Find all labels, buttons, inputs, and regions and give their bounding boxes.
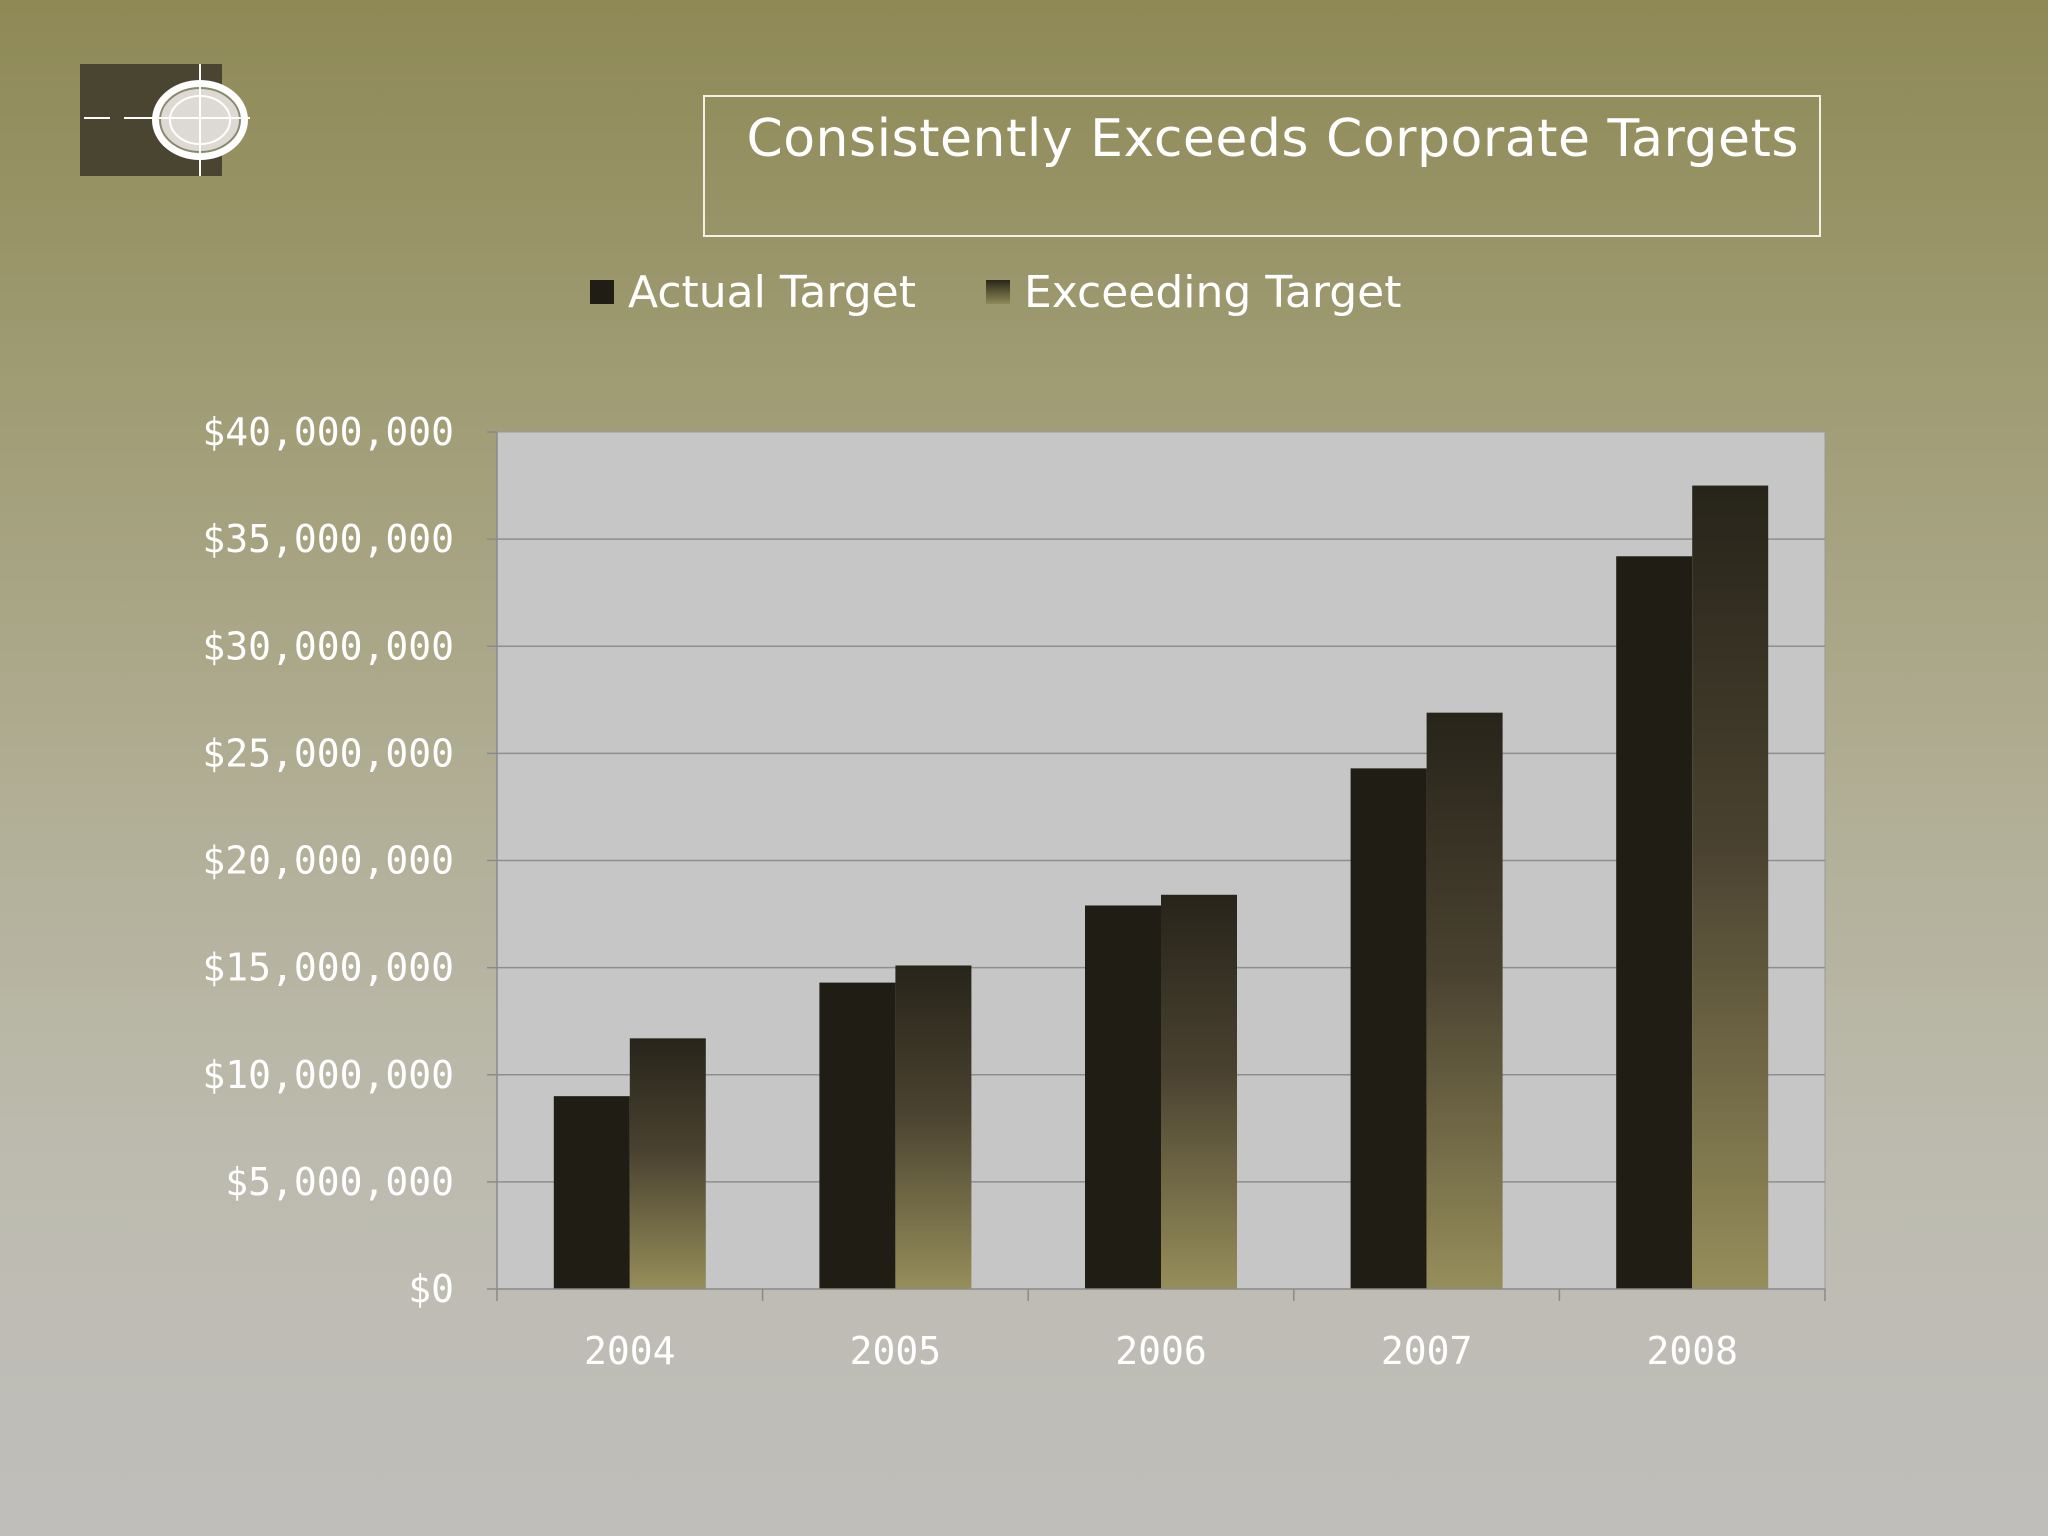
slide-title: Consistently Exceeds Corporate Targets [746, 109, 1799, 169]
legend-item-actual-target: Actual Target [590, 267, 916, 318]
title-box: Consistently Exceeds Corporate Targets [703, 95, 1821, 237]
bar-exceeding-target [629, 1038, 706, 1289]
legend-item-exceeding-target: Exceeding Target [985, 266, 1402, 318]
bar-actual-target [1085, 905, 1161, 1289]
bar-actual-target [1616, 556, 1693, 1289]
globe-logo [80, 64, 250, 176]
y-tick-label: $40,000,000 [202, 410, 454, 454]
chart-legend: Actual Target Exceeding Target [590, 262, 1471, 322]
bar-exceeding-target [1426, 712, 1503, 1289]
legend-swatch-exceeding-target [985, 280, 1010, 304]
bar-actual-target [553, 1096, 630, 1289]
x-axis-labels: 2004 2005 2006 2007 2008 [584, 1329, 1738, 1373]
y-axis-labels: $0 $5,000,000 $10,000,000 $15,000,000 $20,00… [202, 410, 454, 1311]
bar-actual-target [1350, 768, 1427, 1289]
x-tick-label: 2004 [584, 1329, 676, 1373]
x-tick-label: 2005 [850, 1329, 942, 1373]
x-tick-label: 2006 [1115, 1329, 1207, 1373]
y-tick-label: $15,000,000 [202, 946, 454, 990]
legend-label-actual-target: Actual Target [628, 266, 916, 318]
y-tick-label: $20,000,000 [202, 839, 454, 883]
bar-exceeding-target [895, 965, 972, 1289]
bars [553, 485, 1769, 1289]
y-tick-label: $0 [408, 1267, 454, 1311]
y-tick-label: $35,000,000 [202, 517, 454, 561]
legend-label-exceeding-target: Exceeding Target [1023, 266, 1402, 318]
bar-actual-target [819, 982, 896, 1289]
bar-exceeding-target [1161, 894, 1237, 1289]
y-tick-label: $10,000,000 [202, 1053, 454, 1097]
axes [487, 431, 1826, 1301]
legend-swatch-actual-target [590, 280, 614, 304]
bar-exceeding-target [1692, 485, 1769, 1289]
x-tick-label: 2007 [1381, 1329, 1473, 1373]
gridlines [497, 538, 1825, 1183]
y-tick-label: $5,000,000 [225, 1160, 454, 1204]
y-tick-label: $30,000,000 [202, 624, 454, 668]
y-tick-label: $25,000,000 [202, 731, 454, 775]
x-tick-label: 2008 [1646, 1329, 1738, 1373]
